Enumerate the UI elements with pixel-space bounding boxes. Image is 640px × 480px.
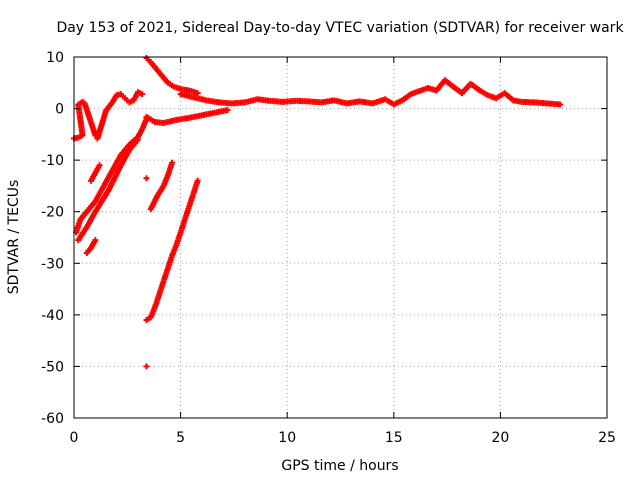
series-upper-arc xyxy=(143,55,201,97)
series-steep-descent-3 xyxy=(147,159,176,213)
series-isolated xyxy=(143,175,150,370)
series-lower-rising-arc xyxy=(143,107,231,127)
x-tick-label: 20 xyxy=(491,430,509,446)
y-tick-label: -40 xyxy=(41,308,64,324)
y-tick-label: -30 xyxy=(41,256,64,272)
y-axis-label: SDTVAR / TECUs xyxy=(6,180,22,295)
series-short-upper xyxy=(88,162,103,184)
series-short-segment xyxy=(83,237,99,256)
chart-title: Day 153 of 2021, Sidereal Day-to-day VTE… xyxy=(56,20,624,36)
series-dense-band xyxy=(177,77,564,108)
data-point xyxy=(143,317,150,324)
series-steep-descent-2 xyxy=(75,136,141,244)
data-point xyxy=(143,363,150,370)
data-point xyxy=(139,91,146,98)
y-tick-label: 0 xyxy=(55,102,64,118)
tick-layer: 0 5 10 15 20 25 -60 -50 -40 -30 -20 -10 0 10 xyxy=(41,50,616,446)
plot-frame xyxy=(73,56,608,419)
data-point xyxy=(96,162,103,169)
x-tick-label: 15 xyxy=(385,430,403,446)
series-early-left xyxy=(71,89,146,142)
x-tick-label: 0 xyxy=(70,430,79,446)
data-point xyxy=(194,90,201,97)
x-tick-label: 10 xyxy=(278,430,296,446)
y-tick-label: -60 xyxy=(41,411,64,427)
x-axis-label: GPS time / hours xyxy=(281,458,398,474)
y-tick-label: 10 xyxy=(46,50,64,66)
data-layer xyxy=(71,55,564,370)
y-tick-label: -50 xyxy=(41,359,64,375)
data-point xyxy=(147,206,154,213)
series-long-steep-arc xyxy=(143,177,201,324)
data-point xyxy=(557,101,564,108)
x-tick-label: 5 xyxy=(176,430,185,446)
data-point xyxy=(143,175,150,182)
data-point xyxy=(75,237,82,244)
x-tick-label: 25 xyxy=(598,430,616,446)
y-tick-label: -20 xyxy=(41,205,64,221)
y-tick-label: -10 xyxy=(41,153,64,169)
data-point xyxy=(224,107,231,114)
data-point xyxy=(83,249,90,256)
grid-layer xyxy=(74,57,607,418)
